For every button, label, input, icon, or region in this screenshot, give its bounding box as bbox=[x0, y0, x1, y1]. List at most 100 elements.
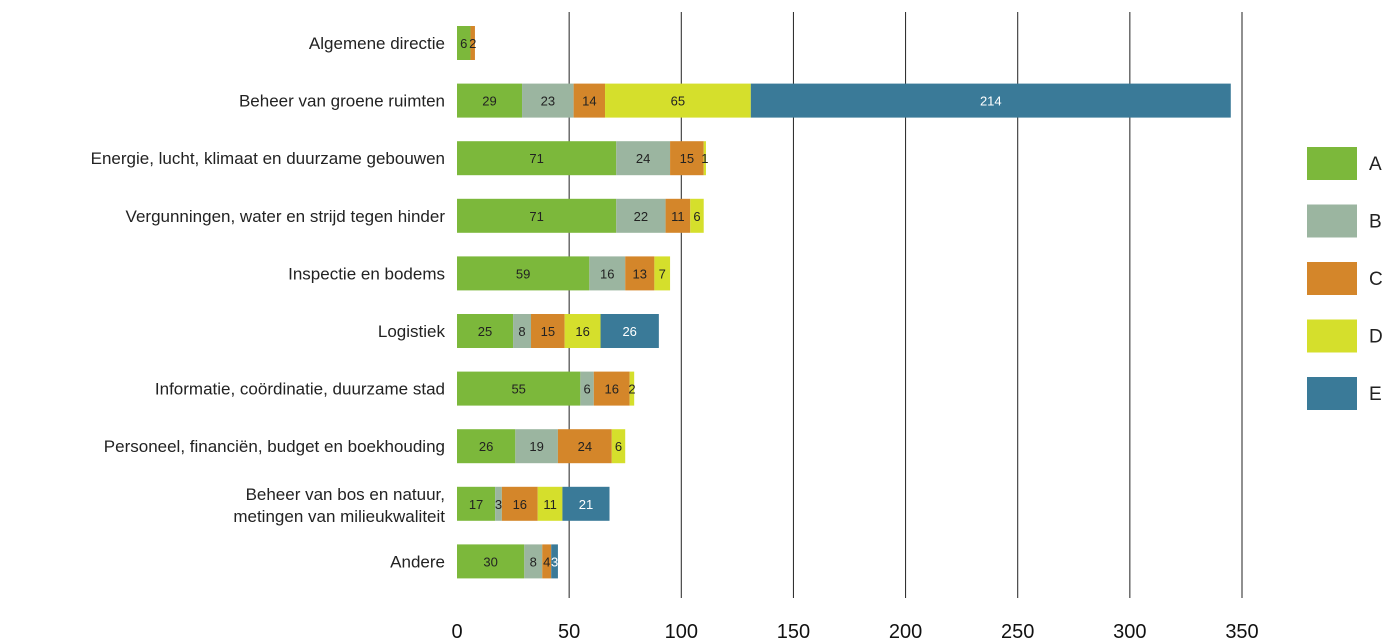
bar-segment-a bbox=[457, 26, 471, 60]
category-label: Beheer van bos en natuur, bbox=[246, 485, 445, 504]
bar-segment-a bbox=[457, 371, 581, 406]
bar-value-label: 71 bbox=[529, 209, 543, 224]
bar-segment-a bbox=[457, 83, 523, 118]
bar-value-label: 71 bbox=[529, 151, 543, 166]
legend-label: A bbox=[1369, 154, 1382, 175]
bar-segment-d bbox=[605, 83, 751, 118]
bar-value-label: 11 bbox=[543, 497, 557, 512]
legend-label: C bbox=[1369, 269, 1383, 290]
bar-value-label: 59 bbox=[516, 266, 530, 281]
bar-value-label: 17 bbox=[469, 497, 483, 512]
bar-value-label: 4 bbox=[543, 554, 550, 569]
bar-value-label: 55 bbox=[511, 382, 525, 397]
x-tick-label: 300 bbox=[1113, 621, 1146, 640]
bar-value-label: 6 bbox=[460, 36, 467, 51]
bar-value-label: 16 bbox=[513, 497, 527, 512]
bar-value-label: 26 bbox=[479, 439, 493, 454]
bar-value-label: 16 bbox=[575, 324, 589, 339]
category-label: Andere bbox=[390, 552, 445, 571]
bar-value-label: 24 bbox=[578, 439, 592, 454]
bar-segment-d bbox=[629, 371, 635, 406]
x-tick-label: 0 bbox=[451, 621, 462, 640]
category-label: Logistiek bbox=[378, 322, 446, 341]
category-label: Informatie, coördinatie, duurzame stad bbox=[155, 380, 445, 399]
bar-segment-c bbox=[670, 141, 704, 176]
bar-segment-b bbox=[616, 198, 666, 233]
bar-value-label: 15 bbox=[680, 151, 694, 166]
x-axis-ticks: 0 50 100 150 200 250 300 350 bbox=[451, 621, 1258, 640]
legend-swatch-a bbox=[1307, 147, 1357, 180]
bar-value-label: 1 bbox=[701, 151, 708, 166]
bar-segment-b bbox=[495, 486, 502, 521]
bar-segment-a bbox=[457, 198, 617, 233]
bar-segment-c bbox=[531, 314, 565, 348]
category-label: Beheer van groene ruimten bbox=[239, 92, 445, 111]
bar-segment-c bbox=[501, 486, 538, 521]
bar-segment-b bbox=[589, 256, 626, 291]
bar-value-label: 19 bbox=[529, 439, 543, 454]
bar-segment-a bbox=[457, 256, 590, 291]
bar-segment-b bbox=[616, 141, 671, 176]
legend-swatch-b bbox=[1307, 204, 1357, 238]
bar-value-label: 6 bbox=[583, 382, 590, 397]
bar-segment-e bbox=[551, 544, 558, 579]
category-label: Personeel, financiën, budget en boekhoud… bbox=[104, 437, 445, 456]
bar-segment-a bbox=[457, 486, 496, 521]
category-labels: Algemene directie Beheer van groene ruimt… bbox=[91, 34, 446, 571]
bar-segment-e bbox=[750, 83, 1231, 118]
bar-value-label: 8 bbox=[518, 324, 525, 339]
bar-segment-c bbox=[593, 371, 630, 406]
bar-value-label: 8 bbox=[530, 554, 537, 569]
bar-segment-d bbox=[611, 429, 626, 464]
category-label: Energie, lucht, klimaat en duurzame gebo… bbox=[91, 149, 445, 168]
bar-segment-b bbox=[524, 544, 543, 579]
bar-value-label: 214 bbox=[980, 94, 1002, 109]
bar-value-label: 11 bbox=[671, 209, 685, 224]
bar-value-label: 2 bbox=[469, 36, 476, 51]
bar-segment-b bbox=[580, 371, 594, 406]
x-tick-label: 50 bbox=[558, 621, 580, 640]
bar-segment-d bbox=[703, 141, 706, 176]
bar-value-label: 3 bbox=[495, 497, 502, 512]
bar-segment-b bbox=[513, 314, 532, 348]
bar-value-label: 3 bbox=[551, 554, 558, 569]
x-tick-label: 200 bbox=[889, 621, 922, 640]
bar-value-label: 29 bbox=[482, 94, 496, 109]
legend-swatch-c bbox=[1307, 262, 1357, 295]
bar-segment-c bbox=[557, 429, 612, 464]
bar-segment-c bbox=[470, 26, 475, 60]
bar-segment-c bbox=[625, 256, 655, 291]
bar-value-label: 13 bbox=[633, 266, 647, 281]
bar-segment-a bbox=[457, 544, 525, 579]
x-tick-label: 250 bbox=[1001, 621, 1034, 640]
bar-segment-c bbox=[573, 83, 606, 118]
bar-value-label: 6 bbox=[693, 209, 700, 224]
x-tick-label: 150 bbox=[777, 621, 810, 640]
bar-segment-a bbox=[457, 141, 617, 176]
bar-value-label: 25 bbox=[478, 324, 492, 339]
bar-segment-d bbox=[654, 256, 671, 291]
bar-segment-d bbox=[537, 486, 563, 521]
bar-segment-e bbox=[600, 314, 659, 348]
bar-value-label: 16 bbox=[600, 266, 614, 281]
bar-value-label: 2 bbox=[628, 382, 635, 397]
category-label: Vergunningen, water en strijd tegen hind… bbox=[126, 207, 446, 226]
bar-segment-c bbox=[542, 544, 552, 579]
bar-value-label: 6 bbox=[615, 439, 622, 454]
bar-segment-c bbox=[665, 198, 691, 233]
bar-value-label: 14 bbox=[582, 94, 596, 109]
bar-segment-e bbox=[562, 486, 610, 521]
x-tick-label: 100 bbox=[665, 621, 698, 640]
legend-swatch-e bbox=[1307, 377, 1357, 410]
bar-value-label: 30 bbox=[483, 554, 497, 569]
bar-value-label: 23 bbox=[541, 94, 555, 109]
bar-value-label: 65 bbox=[671, 94, 685, 109]
bar-segment-d bbox=[564, 314, 601, 348]
bar-segment-a bbox=[457, 429, 516, 464]
bar-segment-a bbox=[457, 314, 514, 348]
bar-segment-d bbox=[690, 198, 704, 233]
legend: A B C D E bbox=[1307, 147, 1383, 410]
bar-segment-b bbox=[515, 429, 558, 464]
x-tick-label: 350 bbox=[1225, 621, 1258, 640]
